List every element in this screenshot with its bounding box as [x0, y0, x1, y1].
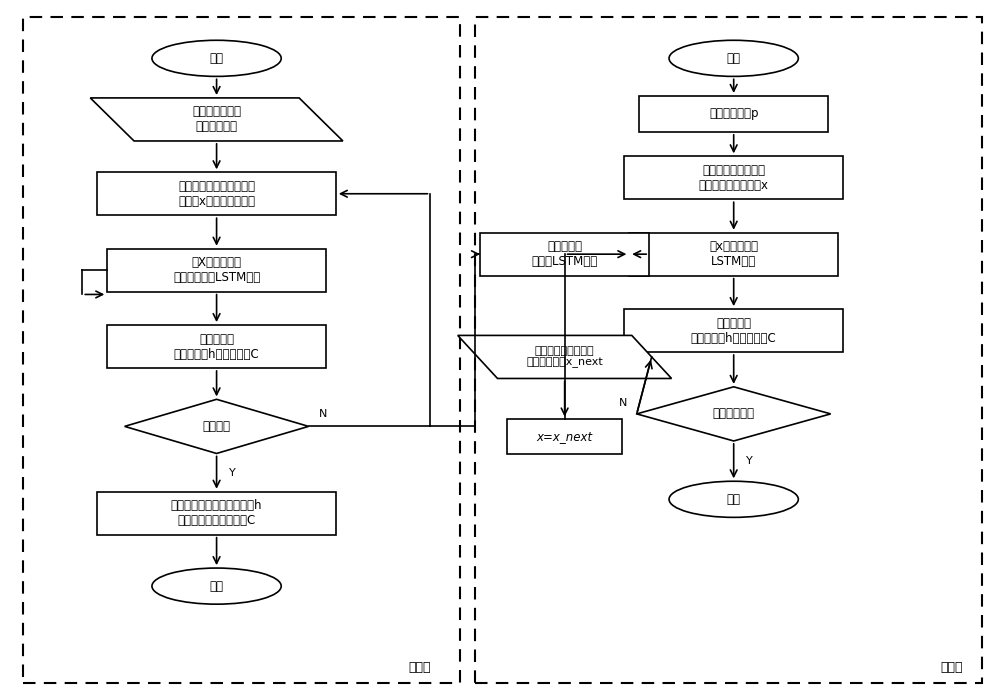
Polygon shape	[90, 98, 343, 141]
Bar	[97, 172, 336, 216]
Bar	[475, 17, 982, 683]
Bar	[507, 419, 622, 454]
Bar	[97, 491, 336, 535]
Text: 开始: 开始	[727, 52, 741, 65]
Bar	[107, 248, 326, 292]
Polygon shape	[637, 387, 831, 441]
Text: 结束: 结束	[727, 493, 741, 506]
Polygon shape	[458, 335, 672, 379]
Text: 保存全部的隐含层参数向量h
和最后一次的记忆状态C: 保存全部的隐含层参数向量h 和最后一次的记忆状态C	[171, 499, 262, 527]
Text: 给定历史的机场
延误时间矩阵: 给定历史的机场 延误时间矩阵	[192, 106, 241, 134]
Text: 输出并保存
隐含层参数h和记忆状态C: 输出并保存 隐含层参数h和记忆状态C	[174, 332, 259, 360]
Text: N: N	[618, 398, 627, 409]
Text: 输出并保存
隐含层参数h和记忆状态C: 输出并保存 隐含层参数h和记忆状态C	[691, 316, 777, 344]
Text: N: N	[319, 409, 327, 419]
Bar	[480, 232, 649, 276]
Text: 开始: 开始	[210, 52, 224, 65]
Text: Y: Y	[746, 456, 752, 466]
Bar	[23, 17, 460, 683]
Ellipse shape	[152, 568, 281, 604]
Text: Y: Y	[229, 468, 235, 477]
Text: 输入预测步数前一步
的飞机延误时间向量x: 输入预测步数前一步 的飞机延误时间向量x	[699, 164, 769, 192]
Text: 达到预测步长: 达到预测步长	[713, 407, 755, 421]
Ellipse shape	[669, 41, 798, 76]
Text: 输入参数至
解码器LSTM模型: 输入参数至 解码器LSTM模型	[532, 240, 598, 268]
Text: 接收预测的输出飞机
延误时间向量x_next: 接收预测的输出飞机 延误时间向量x_next	[526, 346, 603, 368]
Bar	[107, 325, 326, 368]
Text: 取延误时间矩阵的第一个
列向量x并在矩阵中移除: 取延误时间矩阵的第一个 列向量x并在矩阵中移除	[178, 180, 255, 208]
Text: x=x_next: x=x_next	[537, 430, 593, 443]
Bar	[629, 232, 838, 276]
Ellipse shape	[152, 41, 281, 76]
Text: 编码器: 编码器	[408, 662, 430, 674]
Text: 给定预测步长p: 给定预测步长p	[709, 107, 758, 120]
Text: 结束: 结束	[210, 580, 224, 593]
Bar	[624, 156, 843, 199]
Text: 解码器: 解码器	[940, 662, 962, 674]
Text: 将X输入编码器
训练编码器的LSTM模型: 将X输入编码器 训练编码器的LSTM模型	[173, 256, 260, 284]
Ellipse shape	[669, 482, 798, 517]
Bar	[639, 96, 828, 132]
Text: 矩阵为空: 矩阵为空	[203, 420, 231, 433]
Polygon shape	[125, 399, 309, 454]
Text: 将x输入解码器
LSTM模型: 将x输入解码器 LSTM模型	[709, 240, 758, 268]
Bar	[624, 309, 843, 352]
